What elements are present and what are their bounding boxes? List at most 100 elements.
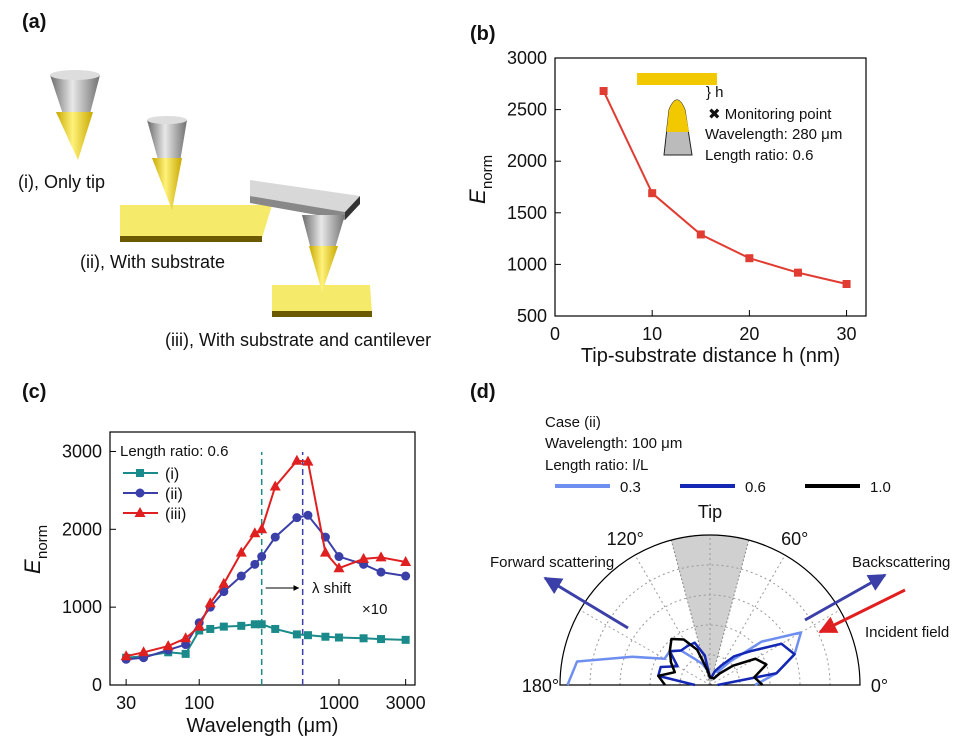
r-grid (649, 624, 771, 686)
caption: (iii), With substrate and cantilever (165, 330, 431, 350)
arrow (818, 588, 906, 634)
marker (842, 280, 851, 289)
annotation: Length ratio: l/L (545, 457, 648, 474)
annotation: Tip (698, 502, 722, 522)
marker (303, 510, 313, 520)
marker (162, 640, 174, 651)
marker (235, 546, 247, 557)
marker (256, 523, 268, 534)
legend-label: 1.0 (870, 479, 891, 496)
marker (138, 646, 150, 657)
y-axis-label-sub: norm (479, 155, 496, 189)
plot-frame (109, 431, 416, 686)
marker (218, 577, 230, 588)
x-axis-label: Tip-substrate distance h (nm) (581, 345, 840, 367)
polar-line (657, 637, 768, 686)
legend-marker (135, 488, 145, 498)
y-axis-label: E (465, 189, 490, 204)
marker (401, 635, 410, 644)
marker (302, 455, 314, 466)
caption: (ii), With substrate (80, 252, 225, 272)
inset (637, 73, 717, 156)
marker (334, 552, 344, 562)
marker (249, 527, 261, 538)
marker (206, 624, 215, 633)
marker (401, 571, 411, 581)
marker (257, 552, 267, 562)
y-tick-label: 3000 (507, 48, 547, 68)
x-tick-label: 0 (550, 324, 560, 344)
legend-marker (136, 469, 144, 477)
y-tick-label: 1500 (507, 203, 547, 223)
marker (292, 513, 302, 523)
y-tick-label: 2000 (507, 151, 547, 171)
marker (359, 634, 368, 643)
marker (292, 630, 301, 639)
x-tick-label: 20 (739, 324, 759, 344)
marker (321, 632, 330, 641)
marker (180, 632, 192, 643)
marker (376, 567, 386, 577)
arrow (543, 576, 629, 630)
x-tick-label: 3000 (386, 693, 426, 713)
panel-label: (d) (470, 381, 496, 403)
legend-label: (ii) (165, 486, 183, 503)
marker (270, 532, 280, 542)
marker (745, 254, 754, 263)
y-tick-label: 1000 (62, 597, 102, 617)
marker (303, 631, 312, 640)
series-line (602, 90, 847, 285)
legend-marker (134, 507, 146, 517)
y-axis-label: E (20, 559, 45, 574)
theta-tick-label: 0° (871, 676, 888, 696)
marker (333, 562, 345, 573)
marker (250, 559, 260, 569)
annotation: ✖ Monitoring point (708, 106, 832, 123)
marker (236, 571, 246, 581)
marker (237, 621, 246, 630)
y-tick-label: 2000 (62, 519, 102, 539)
marker (219, 622, 228, 631)
y-tick-label: 1000 (507, 254, 547, 274)
annotation: λ shift (312, 580, 352, 597)
theta-tick-label: 120° (607, 529, 644, 549)
panel-label: (b) (470, 23, 496, 45)
marker (599, 87, 608, 96)
x-tick-label: 10 (642, 324, 662, 344)
marker (648, 189, 657, 198)
marker (250, 620, 259, 629)
y-axis-label-sub: norm (34, 525, 51, 559)
marker (204, 597, 216, 608)
legend-label: 0.6 (745, 479, 766, 496)
theta-tick-label: 180° (522, 676, 559, 696)
panel-label: (c) (22, 381, 46, 403)
y-tick-label: 500 (517, 306, 547, 326)
marker (181, 649, 190, 658)
annotation: Wavelength: 100 μm (545, 435, 682, 452)
y-tick-label: 3000 (62, 441, 102, 461)
marker (319, 546, 331, 557)
annotation: Length ratio: 0.6 (705, 147, 813, 164)
y-tick-label: 0 (92, 675, 102, 695)
theta-grid (634, 554, 711, 686)
legend-label: 0.3 (620, 479, 641, 496)
arrow (804, 573, 887, 622)
theta-tick-label: 60° (781, 529, 808, 549)
polar-frame (559, 534, 861, 686)
marker (271, 624, 280, 633)
marker (334, 633, 343, 642)
x-tick-label: 1000 (319, 693, 359, 713)
y-tick-label: 2500 (507, 100, 547, 120)
x-tick-label: 100 (184, 693, 214, 713)
caption: (i), Only tip (18, 172, 105, 192)
annotation: Backscattering (852, 554, 950, 571)
x-tick-label: 30 (837, 324, 857, 344)
annotation: Wavelength: 280 μm (705, 126, 842, 143)
marker (358, 552, 370, 563)
annotation: Length ratio: 0.6 (120, 443, 228, 460)
marker (257, 620, 266, 629)
marker (696, 230, 705, 239)
